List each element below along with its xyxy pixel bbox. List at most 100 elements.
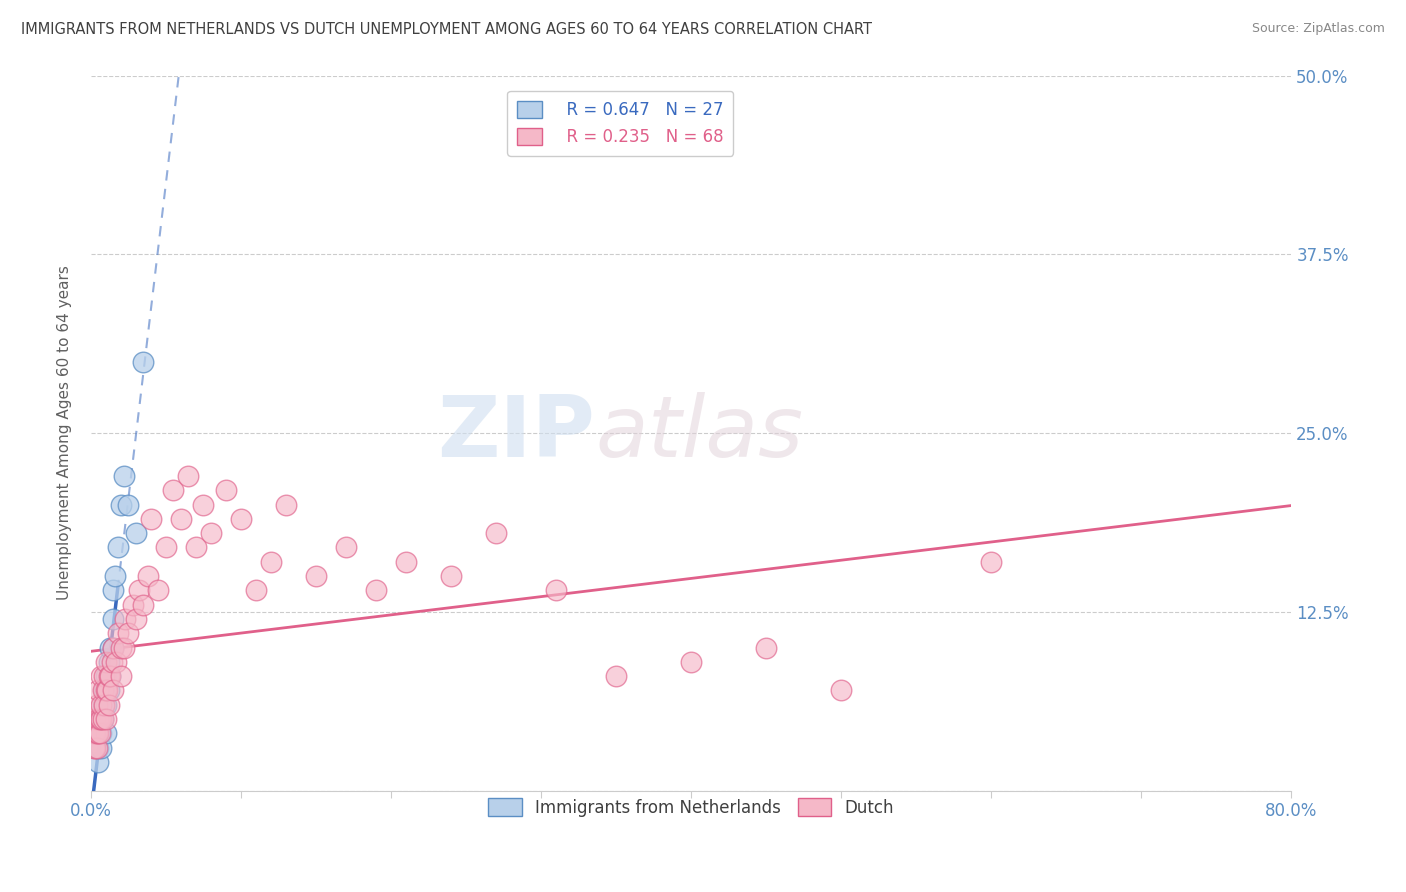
Point: [681, 655, 703, 669]
Point: [90, 712, 112, 726]
Point: [114, 612, 136, 626]
Text: ZIP: ZIP: [437, 392, 595, 475]
Point: [90, 740, 112, 755]
Point: [103, 640, 125, 655]
Point: [89, 726, 111, 740]
Point: [105, 655, 128, 669]
Point: [83, 740, 105, 755]
Point: [100, 669, 122, 683]
Text: IMMIGRANTS FROM NETHERLANDS VS DUTCH UNEMPLOYMENT AMONG AGES 60 TO 64 YEARS CORR: IMMIGRANTS FROM NETHERLANDS VS DUTCH UNE…: [21, 22, 872, 37]
Point: [91, 683, 114, 698]
Point: [122, 598, 145, 612]
Point: [94, 726, 117, 740]
Point: [94, 669, 117, 683]
Point: [103, 640, 125, 655]
Point: [139, 512, 162, 526]
Point: [93, 698, 115, 712]
Point: [90, 669, 112, 683]
Point: [90, 698, 112, 712]
Point: [97, 698, 120, 712]
Point: [87, 755, 110, 769]
Point: [136, 569, 159, 583]
Point: [830, 683, 852, 698]
Point: [103, 683, 125, 698]
Point: [94, 712, 117, 726]
Point: [128, 583, 150, 598]
Point: [112, 640, 135, 655]
Point: [755, 640, 778, 655]
Point: [200, 526, 222, 541]
Point: [110, 498, 132, 512]
Point: [86, 740, 108, 755]
Point: [94, 683, 117, 698]
Point: [112, 469, 135, 483]
Point: [215, 483, 238, 498]
Point: [245, 583, 267, 598]
Point: [107, 626, 129, 640]
Point: [91, 712, 114, 726]
Point: [546, 583, 568, 598]
Point: [162, 483, 184, 498]
Point: [96, 683, 118, 698]
Point: [117, 498, 139, 512]
Point: [100, 640, 122, 655]
Point: [87, 740, 110, 755]
Point: [83, 726, 105, 740]
Point: [605, 669, 627, 683]
Point: [305, 569, 328, 583]
Point: [364, 583, 387, 598]
Point: [229, 512, 252, 526]
Point: [97, 669, 120, 683]
Point: [110, 640, 132, 655]
Point: [184, 541, 207, 555]
Point: [274, 498, 297, 512]
Point: [980, 555, 1002, 569]
Point: [193, 498, 215, 512]
Point: [100, 669, 122, 683]
Point: [93, 683, 115, 698]
Point: [94, 655, 117, 669]
Point: [155, 541, 177, 555]
Point: [170, 512, 193, 526]
Point: [86, 726, 108, 740]
Point: [103, 583, 125, 598]
Point: [107, 541, 129, 555]
Point: [485, 526, 508, 541]
Point: [87, 712, 110, 726]
Point: [84, 712, 107, 726]
Point: [335, 541, 357, 555]
Y-axis label: Unemployment Among Ages 60 to 64 years: Unemployment Among Ages 60 to 64 years: [58, 266, 72, 600]
Point: [91, 712, 114, 726]
Point: [97, 683, 120, 698]
Point: [87, 726, 110, 740]
Point: [103, 612, 125, 626]
Point: [91, 698, 114, 712]
Point: [395, 555, 418, 569]
Point: [86, 698, 108, 712]
Point: [93, 669, 115, 683]
Point: [97, 655, 120, 669]
Point: [90, 712, 112, 726]
Point: [84, 740, 107, 755]
Point: [89, 712, 111, 726]
Point: [87, 683, 110, 698]
Text: Source: ZipAtlas.com: Source: ZipAtlas.com: [1251, 22, 1385, 36]
Point: [84, 726, 107, 740]
Point: [132, 354, 155, 368]
Point: [94, 698, 117, 712]
Point: [260, 555, 283, 569]
Point: [125, 612, 148, 626]
Point: [117, 626, 139, 640]
Point: [125, 526, 148, 541]
Point: [87, 726, 110, 740]
Point: [90, 726, 112, 740]
Legend: Immigrants from Netherlands, Dutch: Immigrants from Netherlands, Dutch: [479, 789, 903, 825]
Point: [440, 569, 463, 583]
Text: atlas: atlas: [595, 392, 803, 475]
Point: [110, 669, 132, 683]
Point: [132, 598, 155, 612]
Point: [101, 655, 124, 669]
Point: [148, 583, 170, 598]
Point: [104, 569, 127, 583]
Point: [177, 469, 200, 483]
